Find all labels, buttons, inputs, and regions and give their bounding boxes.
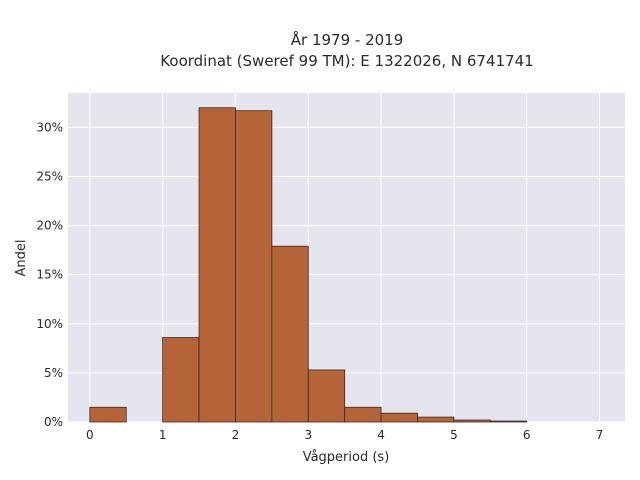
bars	[89, 107, 528, 423]
histogram-bar	[235, 110, 273, 423]
histogram-bar	[307, 369, 346, 423]
histogram-bar	[453, 419, 491, 423]
histogram-bar	[162, 337, 200, 423]
y-axis-label: Andel	[14, 240, 29, 277]
x-tick-label: 6	[523, 428, 531, 442]
histogram-bar	[380, 412, 418, 423]
y-tick-label: 15%	[36, 268, 63, 282]
x-tick-label: 1	[159, 428, 167, 442]
histogram-bar	[344, 406, 382, 423]
x-tick-label: 7	[596, 428, 604, 442]
x-tick-label: 2	[232, 428, 240, 442]
y-tick-label: 25%	[36, 169, 63, 183]
histogram-bar	[89, 406, 127, 423]
x-tick-label: 3	[304, 428, 312, 442]
histogram-bar	[271, 245, 309, 423]
y-tick-label: 30%	[36, 120, 63, 134]
x-tick-label: 5	[450, 428, 458, 442]
histogram-bar	[417, 416, 455, 423]
x-tick-label: 0	[86, 428, 94, 442]
histogram-bar	[489, 420, 528, 423]
histogram-bar	[198, 107, 236, 423]
y-tick-label: 5%	[44, 366, 63, 380]
x-axis-label: Vågperiod (s)	[303, 450, 390, 465]
chart-title-line1: År 1979 - 2019	[291, 30, 404, 49]
y-tick-label: 10%	[36, 317, 63, 331]
y-tick-label: 0%	[44, 415, 63, 429]
x-tick-labels: 0 1 2 3 4 5 6 7	[86, 428, 603, 442]
x-tick-label: 4	[377, 428, 385, 442]
chart-title-line2: Koordinat (Sweref 99 TM): E 1322026, N 6…	[160, 52, 533, 70]
y-tick-label: 20%	[36, 219, 63, 233]
plot-area	[68, 93, 625, 422]
y-tick-labels: 0% 5% 10% 15% 20% 25% 30%	[36, 120, 63, 429]
